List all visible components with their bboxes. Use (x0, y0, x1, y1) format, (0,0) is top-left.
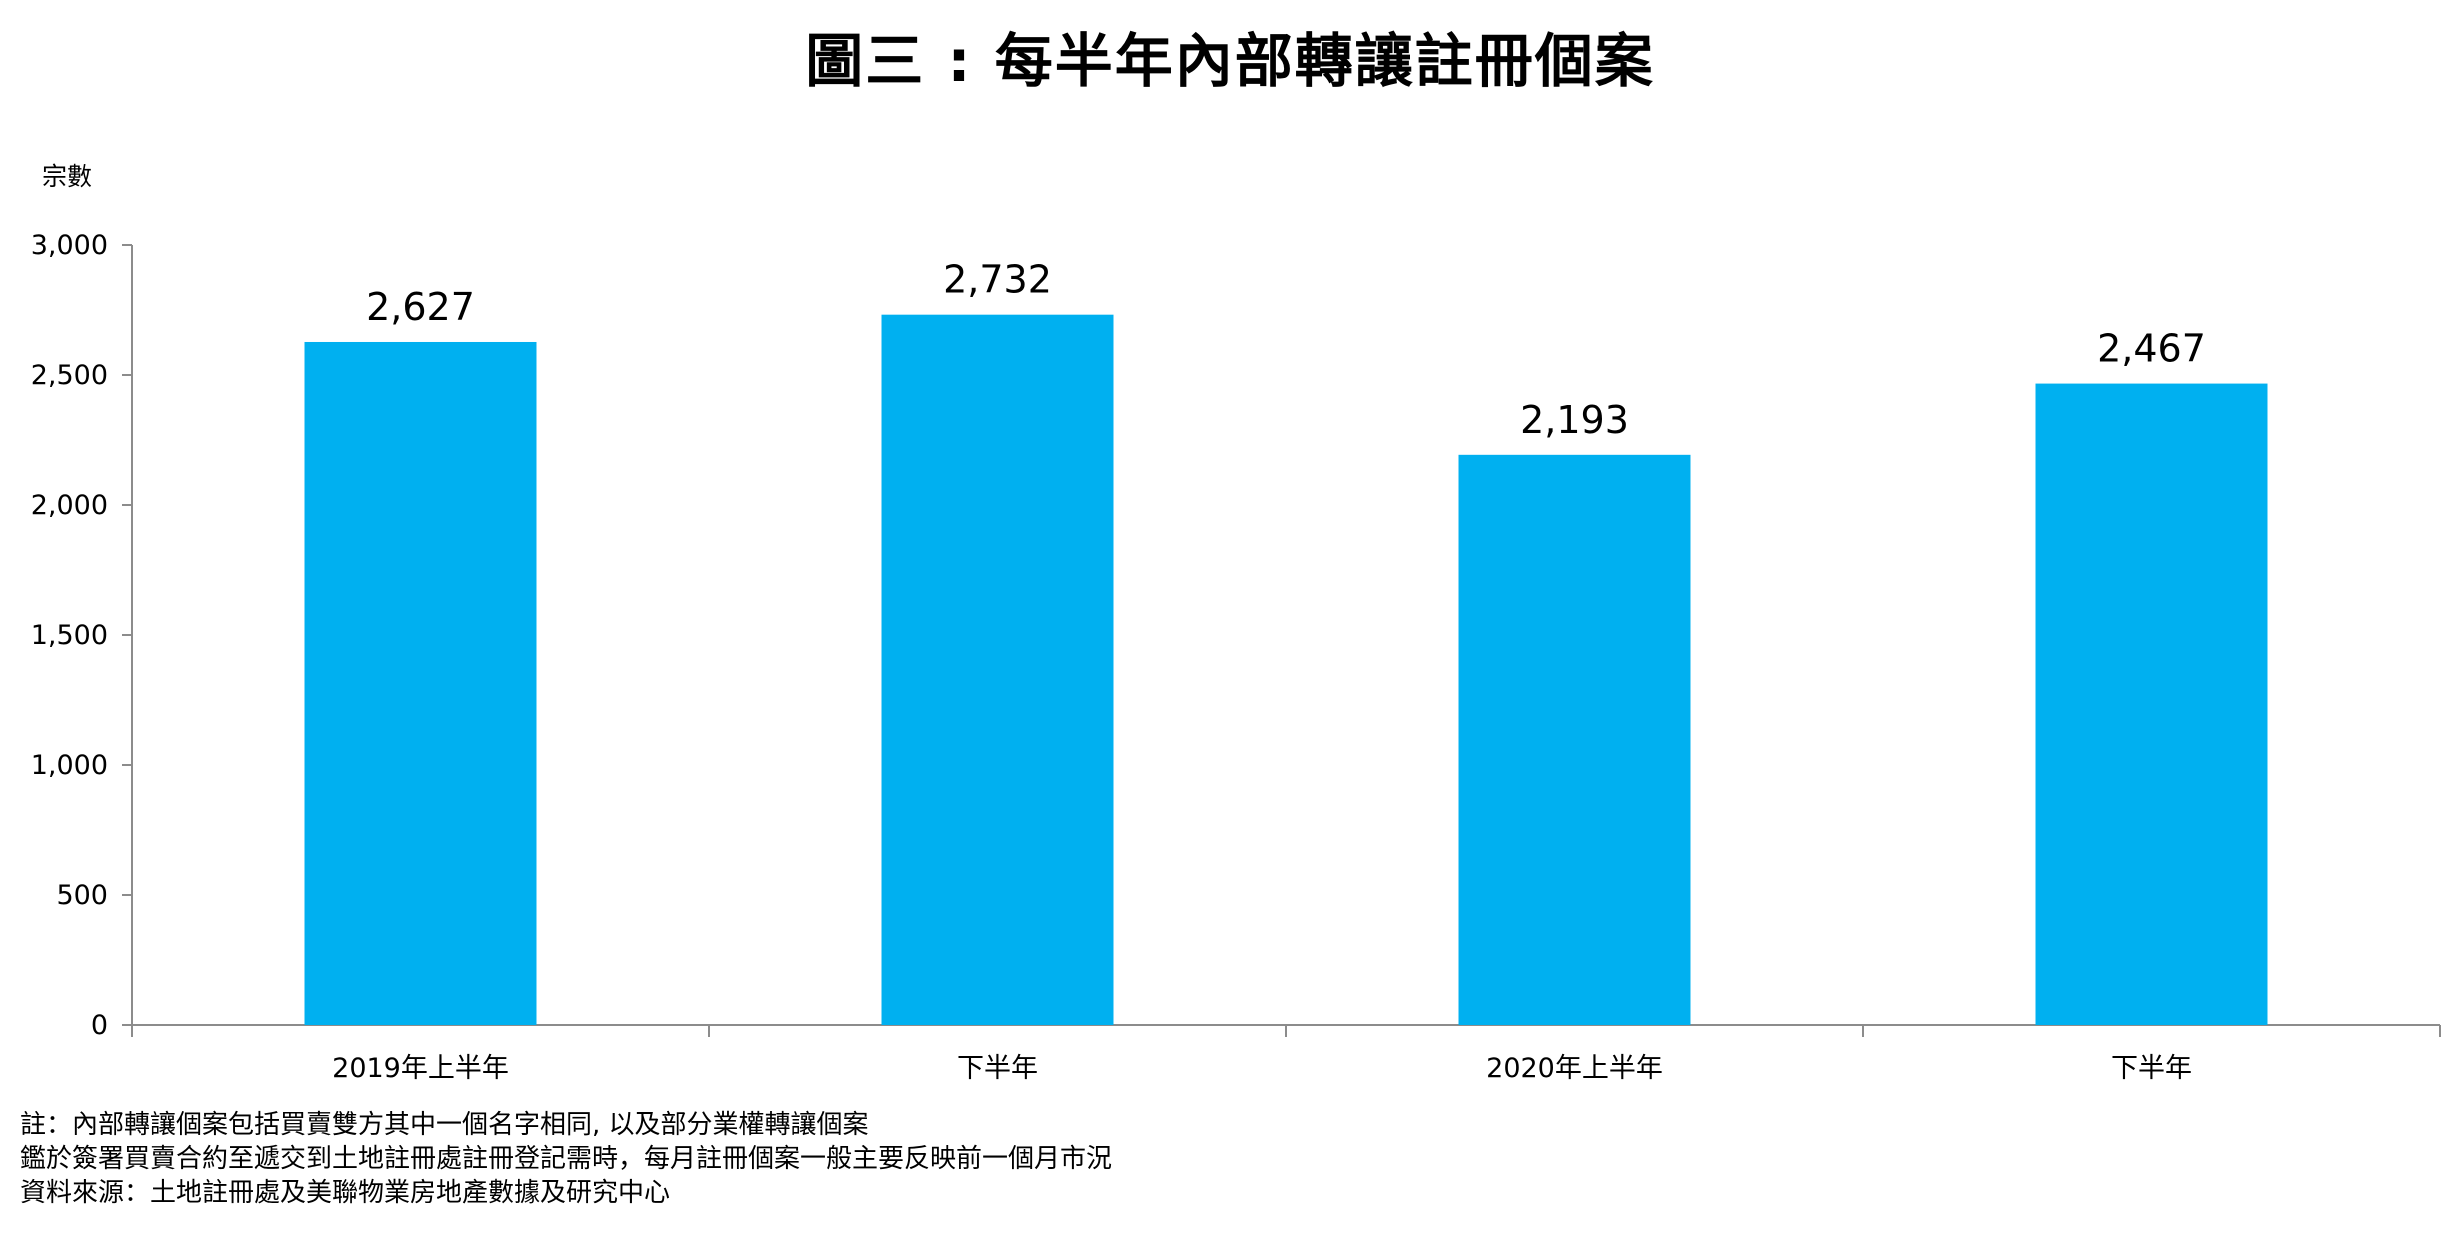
bar-chart: 宗數 0 500 1,000 1,500 2,000 2,500 3,000 2,627 2019… (31, 162, 2441, 1084)
bar-value-label: 2,193 (1520, 398, 1629, 442)
bar (304, 341, 537, 1026)
y-tick-label: 2,500 (31, 360, 108, 391)
footnote-3: 資料來源：土地註冊處及美聯物業房地產數據及研究中心 (20, 1178, 671, 1208)
footnotes: 註：內部轉讓個案包括買賣雙方其中一個名字相同, 以及部分業權轉讓個案 鑑於簽署買… (20, 1108, 1112, 1210)
bar-value-label: 2,627 (366, 285, 475, 329)
y-tick-label: 0 (91, 1010, 108, 1041)
x-category-label: 下半年 (957, 1053, 1038, 1084)
bar-value-label: 2,467 (2097, 327, 2206, 371)
bar (881, 314, 1114, 1025)
bar (2035, 383, 2268, 1026)
footnote-2: 鑑於簽署買賣合約至遞交到土地註冊處註冊登記需時，每月註冊個案一般主要反映前一個月… (20, 1144, 1113, 1174)
bar-value-label: 2,732 (943, 258, 1052, 302)
footnote-1: 註：內部轉讓個案包括買賣雙方其中一個名字相同, 以及部分業權轉讓個案 (20, 1110, 869, 1140)
x-category-label: 2019年上半年 (332, 1053, 509, 1084)
y-tick-label: 3,000 (31, 230, 108, 261)
chart-title: 圖三 : 每半年內部轉讓註冊個案 (805, 27, 1655, 95)
y-tick-label: 500 (56, 880, 108, 911)
x-category-label: 下半年 (2111, 1053, 2192, 1084)
y-tick-label: 2,000 (31, 490, 108, 521)
y-axis-label: 宗數 (42, 162, 92, 191)
y-tick-label: 1,500 (31, 620, 108, 651)
bar (1458, 454, 1691, 1025)
y-tick-label: 1,000 (31, 750, 108, 781)
x-category-label: 2020年上半年 (1486, 1053, 1663, 1084)
